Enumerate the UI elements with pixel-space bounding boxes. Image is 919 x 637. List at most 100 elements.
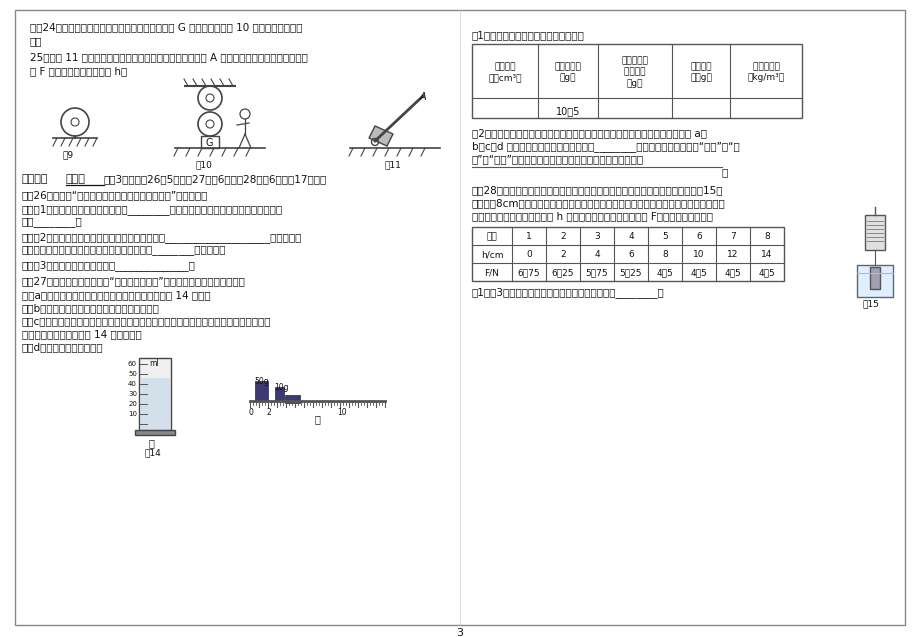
Text: 20: 20 <box>128 401 137 407</box>
Bar <box>200 136 219 148</box>
Text: 4．5: 4．5 <box>724 268 741 277</box>
Text: ml: ml <box>149 359 158 368</box>
Text: 盐水的质: 盐水的质 <box>689 62 711 71</box>
Text: A: A <box>420 92 426 102</box>
Text: 14: 14 <box>761 250 772 259</box>
Text: 4: 4 <box>628 232 633 241</box>
Bar <box>140 378 170 430</box>
Text: 量（g）: 量（g） <box>689 73 711 82</box>
Text: 线。: 线。 <box>30 36 42 46</box>
Text: 10g: 10g <box>274 383 289 392</box>
Text: 2: 2 <box>560 250 565 259</box>
Text: 盐水的体: 盐水的体 <box>494 62 516 71</box>
Text: 8: 8 <box>662 250 667 259</box>
Text: （2）由实验测出的盐水密度与实际盐水的密度会有误差。如本次实验按上述的 a、: （2）由实验测出的盐水密度与实际盐水的密度会有误差。如本次实验按上述的 a、 <box>471 128 706 138</box>
Text: （g）: （g） <box>626 78 642 87</box>
Text: 图14: 图14 <box>145 448 162 457</box>
Text: 5．75: 5．75 <box>585 268 607 277</box>
Text: 甲: 甲 <box>149 438 154 448</box>
Text: 图11: 图11 <box>384 160 402 169</box>
Text: 图9: 图9 <box>62 150 74 159</box>
Bar <box>471 227 783 281</box>
Text: （1）第3次实验时，金属圆柱受到的浮力大小为：________。: （1）第3次实验时，金属圆柱受到的浮力大小为：________。 <box>471 287 664 298</box>
Text: 12: 12 <box>727 250 738 259</box>
Text: 于”、“大于”）；要减少实验误差，正确的实验操作顺序应是: 于”、“大于”）；要减少实验误差，正确的实验操作顺序应是 <box>471 154 643 164</box>
Text: （3）上述研究问题的方法叫______________。: （3）上述研究问题的方法叫______________。 <box>22 260 196 271</box>
Text: 3: 3 <box>594 232 599 241</box>
Text: （kg/m³）: （kg/m³） <box>746 73 784 82</box>
Text: 10: 10 <box>336 408 346 417</box>
Text: 图10: 图10 <box>196 160 212 169</box>
Text: 50g: 50g <box>254 377 268 386</box>
Text: G: G <box>206 138 213 148</box>
Bar <box>471 44 801 118</box>
Text: 4．5: 4．5 <box>690 268 707 277</box>
Text: 。: 。 <box>721 167 728 177</box>
Text: 0: 0 <box>526 250 531 259</box>
Bar <box>864 215 884 250</box>
Text: 6．75: 6．75 <box>517 268 539 277</box>
Text: 3: 3 <box>456 628 463 637</box>
Bar <box>857 265 892 297</box>
Text: 10: 10 <box>128 411 137 417</box>
Text: 6．25: 6．25 <box>551 268 573 277</box>
Text: c．把量筒内的盐水倒进容器，用天平测出容器和盐水的总质量（当天平平衡时，右盘: c．把量筒内的盐水倒进容器，用天平测出容器和盐水的总质量（当天平平衡时，右盘 <box>22 316 271 326</box>
Text: 5．25: 5．25 <box>619 268 641 277</box>
Text: 4: 4 <box>594 250 599 259</box>
Text: 28．小芳要探究金属圆柱受到水的浮力与浸在水中深度的关系，实验装置如图15所: 28．小芳要探究金属圆柱受到水的浮力与浸在水中深度的关系，实验装置如图15所 <box>471 185 722 195</box>
Text: 探究题: 探究题 <box>66 174 85 184</box>
Text: 研究摩擦力与接触面粗糙程度的关系时，要保证________是不变的。: 研究摩擦力与接触面粗糙程度的关系时，要保证________是不变的。 <box>22 245 226 255</box>
Text: 60: 60 <box>128 361 137 367</box>
Text: h/cm: h/cm <box>481 250 503 259</box>
Text: 24、一个站在地面上的工人利用滑轮组将重物 G 提起来，请在图 10 中画出滑轮组的绳: 24、一个站在地面上的工人利用滑轮组将重物 G 提起来，请在图 10 中画出滑轮… <box>30 22 302 32</box>
Bar <box>135 430 175 435</box>
Text: 4．5: 4．5 <box>758 268 775 277</box>
Polygon shape <box>369 126 392 146</box>
Bar <box>255 381 267 401</box>
Text: 力 F 的示意图和它的动力臂 h。: 力 F 的示意图和它的动力臂 h。 <box>30 66 127 76</box>
Text: （2）研究摩擦力与压力的大小关系时，应保证____________________是不变的；: （2）研究摩擦力与压力的大小关系时，应保证___________________… <box>22 232 302 243</box>
Text: （1）实验过程中，弹簧测力计要________拉动，由二力平衡知，这时弹簧秤的示数: （1）实验过程中，弹簧测力计要________拉动，由二力平衡知，这时弹簧秤的示… <box>22 204 283 215</box>
Bar <box>285 395 300 403</box>
Text: 1: 1 <box>526 232 531 241</box>
Text: 金属体下表面所处的不同深度 h 和弹簧测力计相应的拉力示数 F。实验数据如下表：: 金属体下表面所处的不同深度 h 和弹簧测力计相应的拉力示数 F。实验数据如下表： <box>471 211 712 221</box>
Text: 盐​水​的​密​度: 盐​水​的​密​度 <box>752 62 778 71</box>
Text: 6: 6 <box>628 250 633 259</box>
Text: 6: 6 <box>696 232 701 241</box>
Text: （共3小题，符26题5分，笧27小题6分，笨28小题6分，计17分。）: （共3小题，符26题5分，笧27小题6分，笨28小题6分，计17分。） <box>104 174 327 184</box>
Text: b．用天平测出容器的质量（已记入下表）；: b．用天平测出容器的质量（已记入下表）； <box>22 303 160 313</box>
Text: F/N: F/N <box>484 268 499 277</box>
Text: 容器的质量: 容器的质量 <box>554 62 581 71</box>
Text: 25．如图 11 所示，使用羊角锤拔钉子，动力作用在锤柄上 A 点。请作出拔钉子时所用最小动: 25．如图 11 所示，使用羊角锤拔钉子，动力作用在锤柄上 A 点。请作出拔钉子… <box>30 52 308 62</box>
Bar <box>869 267 879 289</box>
Text: a．把盐水倒进量筒，用量筒测出盐水的体积（图 14 甲）；: a．把盐水倒进量筒，用量筒测出盐水的体积（图 14 甲）； <box>22 290 210 300</box>
Text: 中牀码和游码的位置如图 14 乙所示）；: 中牀码和游码的位置如图 14 乙所示）； <box>22 329 142 339</box>
Text: 2: 2 <box>560 232 565 241</box>
Text: 27．小明用天平和量筒做“测定盐水的密度”实验，实验中的操作步骤有：: 27．小明用天平和量筒做“测定盐水的密度”实验，实验中的操作步骤有： <box>22 276 245 286</box>
Text: 40: 40 <box>128 381 137 387</box>
Bar <box>275 387 284 401</box>
Text: d．计算出盐水的密度。: d．计算出盐水的密度。 <box>22 342 104 352</box>
Text: 26．在研究“滑动摩擦力的大小与哪些因素有关”的实验中：: 26．在研究“滑动摩擦力的大小与哪些因素有关”的实验中： <box>22 190 208 200</box>
Text: 就是________。: 就是________。 <box>22 217 83 227</box>
Text: 乙: 乙 <box>314 414 321 424</box>
Text: 图15: 图15 <box>862 299 879 308</box>
Text: 50: 50 <box>128 371 137 377</box>
Text: 0: 0 <box>249 408 254 417</box>
Text: 5: 5 <box>662 232 667 241</box>
Text: 次数: 次数 <box>486 232 497 241</box>
Text: 8: 8 <box>764 232 769 241</box>
Text: 10．5: 10．5 <box>555 106 580 116</box>
Text: 7: 7 <box>730 232 735 241</box>
Text: b、c、d 顺序操作，则测出的盐水密度会________实际盐水的密度（选填“小于”、“等: b、c、d 顺序操作，则测出的盐水密度会________实际盐水的密度（选填“小… <box>471 141 739 152</box>
Text: 4．5: 4．5 <box>656 268 673 277</box>
Text: 积（cm³）: 积（cm³） <box>488 73 521 82</box>
Text: （g）: （g） <box>559 73 575 82</box>
Bar <box>139 358 171 430</box>
Text: 30: 30 <box>128 391 137 397</box>
Text: 2: 2 <box>267 408 271 417</box>
Text: 示。将高8cm的金属圆柱体缓慢浸入水中（水足够深，金属圆柱体不接触容器底）。记下: 示。将高8cm的金属圆柱体缓慢浸入水中（水足够深，金属圆柱体不接触容器底）。记下 <box>471 198 725 208</box>
Text: 的​​总​​质​​量: 的​​总​​质​​量 <box>624 68 645 76</box>
Text: 四．实验: 四．实验 <box>22 174 49 184</box>
Text: （1）请根据以上操作填好下表的空格：: （1）请根据以上操作填好下表的空格： <box>471 30 584 40</box>
